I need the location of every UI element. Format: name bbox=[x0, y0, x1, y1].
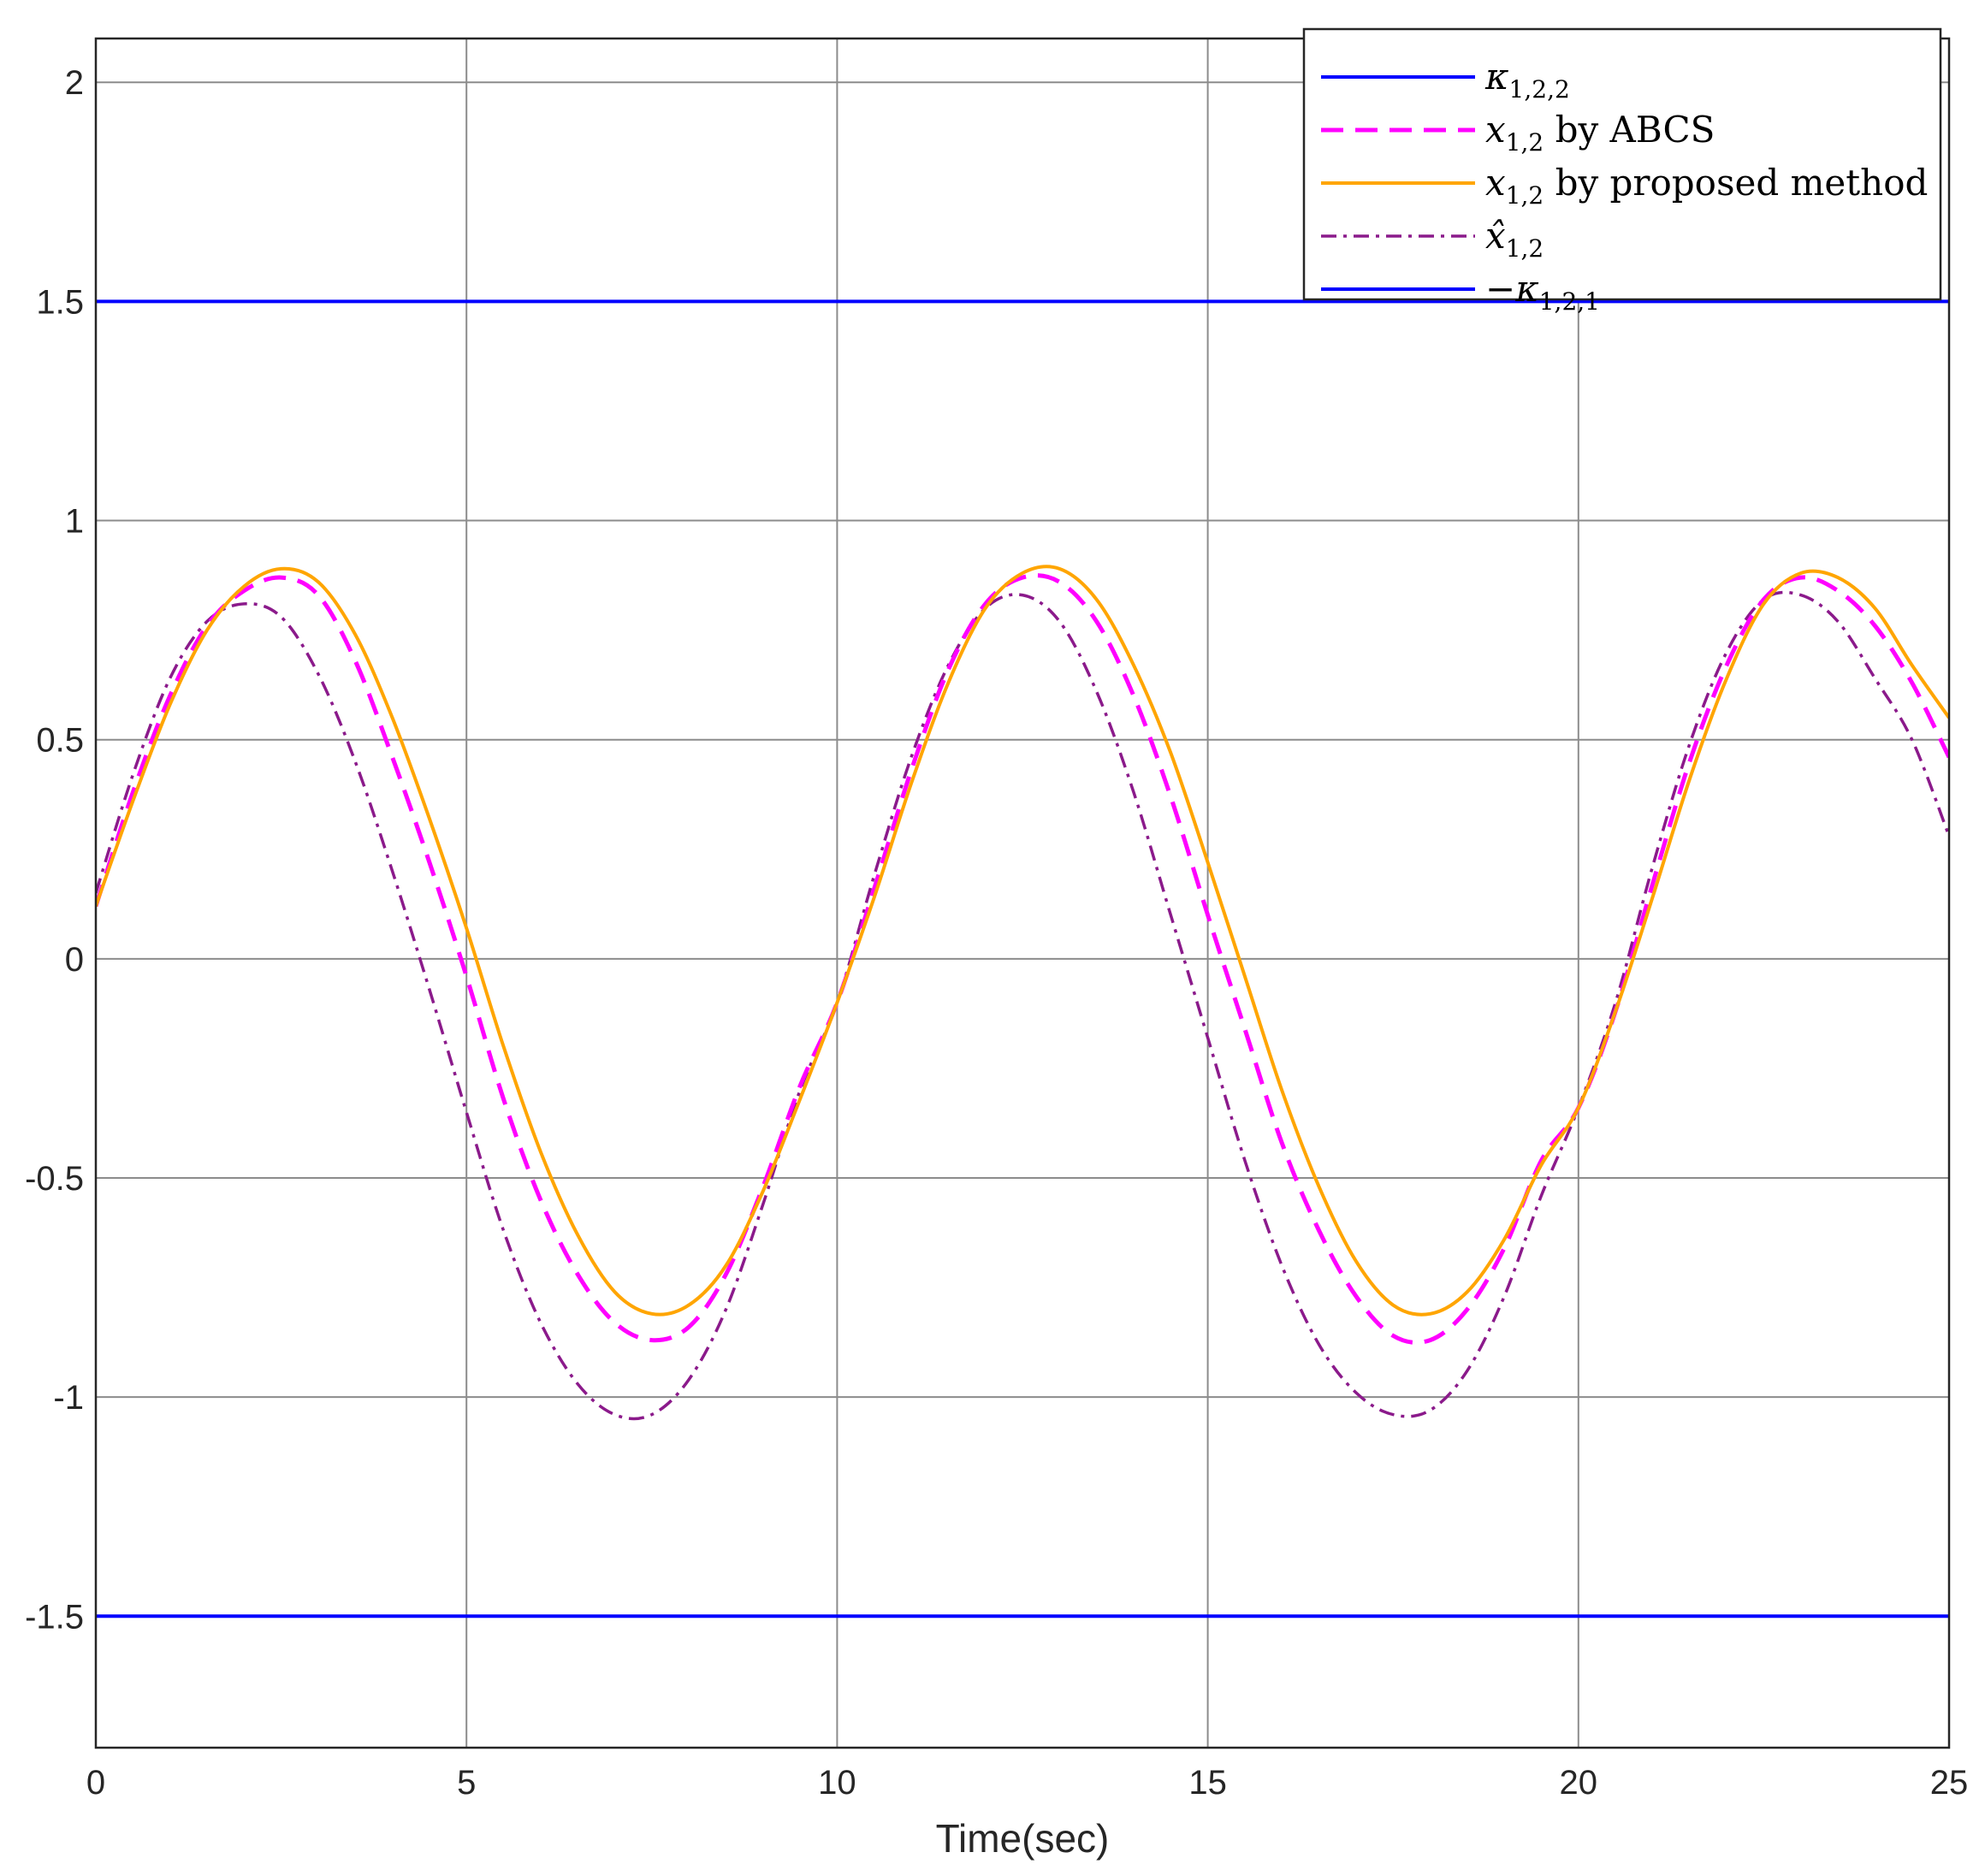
y-tick-label: 1 bbox=[65, 503, 84, 541]
y-tick-label: -0.5 bbox=[25, 1160, 84, 1198]
legend-entry-subscript: 1,2 bbox=[1506, 181, 1544, 210]
x-tick-label: 15 bbox=[1188, 1764, 1227, 1802]
y-tick-label: -1.5 bbox=[25, 1598, 84, 1636]
series-group bbox=[96, 299, 1949, 1619]
legend-entry-0: κ1,2,2 bbox=[1484, 56, 1570, 104]
x-axis-label: Time(sec) bbox=[936, 1816, 1110, 1861]
x-tick-label: 10 bbox=[818, 1764, 856, 1802]
legend-entry-symbol: κ bbox=[1484, 56, 1509, 98]
y-tick-label: 0 bbox=[65, 941, 84, 979]
legend-entry-symbol: x bbox=[1485, 162, 1506, 204]
legend-entry-1: x1,2 by ABCS bbox=[1485, 109, 1715, 157]
legend-entry-subscript: 1,2 bbox=[1506, 128, 1544, 157]
plot-frame bbox=[94, 37, 1951, 1749]
legend-entry-subscript: 1,2,2 bbox=[1509, 75, 1570, 104]
x-tick-label: 25 bbox=[1930, 1764, 1969, 1802]
legend-entry-3: x̂1,2 bbox=[1485, 215, 1544, 263]
legend-entry-2: x1,2 by proposed method bbox=[1485, 162, 1928, 210]
legend-entry-symbol: −κ bbox=[1485, 268, 1539, 310]
legend-entry-symbol: x bbox=[1485, 109, 1506, 151]
legend-entry-text: by proposed method bbox=[1544, 162, 1928, 204]
plot-area bbox=[96, 38, 1949, 1748]
legend-entry-text: by ABCS bbox=[1544, 109, 1715, 151]
legend-entry-symbol: x̂ bbox=[1485, 215, 1506, 257]
x-tick-label: 0 bbox=[86, 1764, 105, 1802]
y-tick-label: 1.5 bbox=[36, 283, 84, 321]
series-line-3 bbox=[96, 590, 1949, 1421]
legend-entry-subscript: 1,2 bbox=[1506, 234, 1544, 263]
y-tick-label: 2 bbox=[65, 64, 84, 102]
y-tick-label: 0.5 bbox=[36, 722, 84, 760]
series-line-2 bbox=[96, 565, 1949, 1317]
legend-entry-4: −κ1,2,1 bbox=[1485, 268, 1600, 316]
y-axis-ticks: 2 1.5 1 0.5 0 -0.5 -1 -1.5 bbox=[25, 64, 84, 1636]
x-tick-label: 20 bbox=[1560, 1764, 1598, 1802]
y-tick-label: -1 bbox=[53, 1379, 84, 1417]
x-axis-ticks: 0 5 10 15 20 25 bbox=[86, 1764, 1968, 1802]
legend-box bbox=[1302, 27, 1942, 301]
legend-entry-subscript: 1,2,1 bbox=[1539, 287, 1600, 316]
x-tick-label: 5 bbox=[457, 1764, 476, 1802]
